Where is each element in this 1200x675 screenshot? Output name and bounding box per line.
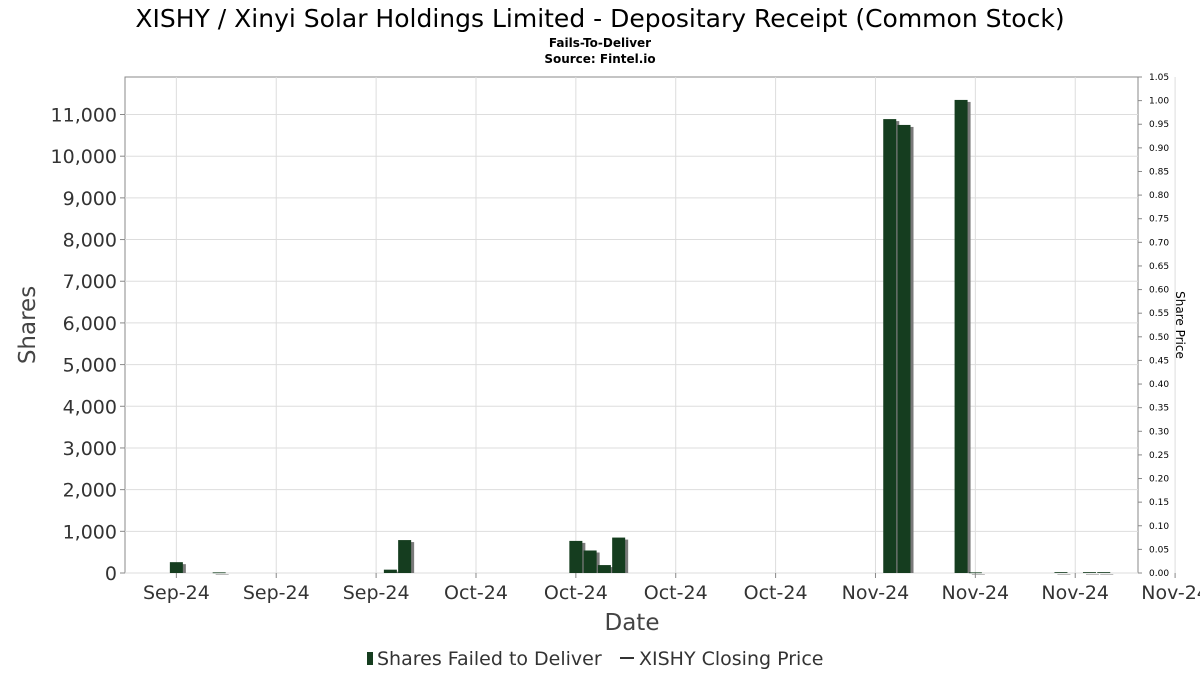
ftd-bar [954, 99, 968, 573]
ftd-bar [169, 562, 183, 573]
ftd-bar [1082, 572, 1096, 573]
y2-tick-label: 0.55 [1149, 309, 1169, 319]
x-tick-label: Nov-24 [842, 582, 910, 604]
y-axis-label: Shares [15, 286, 41, 364]
ftd-bar [897, 124, 911, 573]
chart-title: XISHY / Xinyi Solar Holdings Limited - D… [135, 4, 1064, 33]
ftd-bar [583, 550, 597, 573]
x-tick-label: Sep-24 [343, 582, 410, 604]
y2-tick-label: 1.00 [1149, 97, 1169, 107]
y-tick-label: 3,000 [63, 438, 117, 460]
y2-tick-label: 0.00 [1149, 569, 1169, 579]
x-tick-label: Nov-24 [1041, 582, 1109, 604]
y2-tick-label: 0.70 [1149, 238, 1169, 248]
ftd-bar [212, 572, 226, 574]
x-tick-label: Nov-24 [942, 582, 1010, 604]
y2-axis-label: Share Price [1173, 291, 1187, 359]
legend-swatch-ftd [367, 652, 373, 665]
ftd-bar [398, 540, 412, 573]
ftd-bar-shadow [1085, 574, 1099, 575]
y2-axis-ticks: 0.00 0.05 0.10 0.15 0.20 0.25 0.30 0.35 0.40 0.45… [1138, 73, 1169, 579]
y2-tick-label: 1.05 [1149, 73, 1169, 83]
y-tick-label: 0 [105, 563, 117, 585]
y2-tick-label: 0.40 [1149, 380, 1169, 390]
y2-tick-label: 0.25 [1149, 451, 1169, 461]
legend: Shares Failed to Deliver XISHY Closing P… [367, 648, 823, 670]
y2-tick-label: 0.65 [1149, 262, 1169, 272]
x-tick-label: Sep-24 [143, 582, 210, 604]
y-tick-label: 10,000 [51, 146, 117, 168]
y2-tick-label: 0.30 [1149, 427, 1169, 437]
legend-label-price: XISHY Closing Price [639, 648, 823, 670]
ftd-bar [883, 119, 897, 574]
y2-tick-label: 0.35 [1149, 404, 1169, 414]
grid [125, 77, 1176, 574]
y-tick-label: 11,000 [51, 105, 117, 127]
y2-tick-label: 0.20 [1149, 475, 1169, 485]
y-tick-label: 1,000 [63, 521, 117, 543]
x-axis-ticks: Sep-24 Sep-24 Sep-24 Oct-24 Oct-24 Oct-24 Oct-… [143, 573, 1200, 604]
y2-tick-label: 0.45 [1149, 356, 1169, 366]
chart-subtitle: Fails-To-Deliver [549, 36, 651, 50]
y-tick-label: 6,000 [63, 313, 117, 335]
y2-tick-label: 0.60 [1149, 286, 1169, 296]
ftd-bar [383, 569, 397, 573]
legend-label-ftd: Shares Failed to Deliver [377, 648, 602, 670]
x-tick-label: Oct-24 [644, 582, 708, 604]
y2-tick-label: 0.80 [1149, 191, 1169, 201]
ftd-bar [597, 565, 611, 573]
x-tick-label: Sep-24 [243, 582, 310, 604]
y-tick-label: 5,000 [63, 355, 117, 377]
x-tick-label: Nov-24 [1141, 582, 1200, 604]
y2-tick-label: 0.05 [1149, 545, 1169, 555]
plot-area [124, 76, 1139, 574]
y2-tick-label: 0.10 [1149, 522, 1169, 532]
y2-tick-label: 0.85 [1149, 167, 1169, 177]
ftd-bar [1054, 572, 1068, 573]
ftd-bar-shadow [215, 574, 229, 575]
y-tick-label: 9,000 [63, 188, 117, 210]
ftd-bar-shadow [1057, 574, 1071, 575]
ftd-bar [968, 572, 982, 574]
y-tick-label: 8,000 [63, 230, 117, 252]
bars-group [169, 99, 1114, 575]
y2-tick-label: 0.90 [1149, 144, 1169, 154]
ftd-bar [1097, 572, 1111, 573]
y-axis-ticks: 0 1,000 2,000 3,000 4,000 5,000 6,000 7,000 8,00… [51, 105, 125, 585]
y2-tick-label: 0.95 [1149, 120, 1169, 130]
x-tick-label: Oct-24 [444, 582, 508, 604]
y-tick-label: 2,000 [63, 480, 117, 502]
y2-tick-label: 0.15 [1149, 498, 1169, 508]
x-axis-label: Date [605, 610, 660, 636]
ftd-bar [569, 540, 583, 573]
ftd-bar-shadow [1100, 574, 1114, 575]
ftd-bar [612, 537, 626, 573]
y-tick-label: 7,000 [63, 271, 117, 293]
y2-tick-label: 0.50 [1149, 333, 1169, 343]
x-tick-label: Oct-24 [544, 582, 608, 604]
x-tick-label: Oct-24 [744, 582, 808, 604]
ftd-bar-shadow [971, 574, 985, 575]
y2-tick-label: 0.75 [1149, 215, 1169, 225]
y-tick-label: 4,000 [63, 396, 117, 418]
chart-source: Source: Fintel.io [544, 52, 655, 66]
